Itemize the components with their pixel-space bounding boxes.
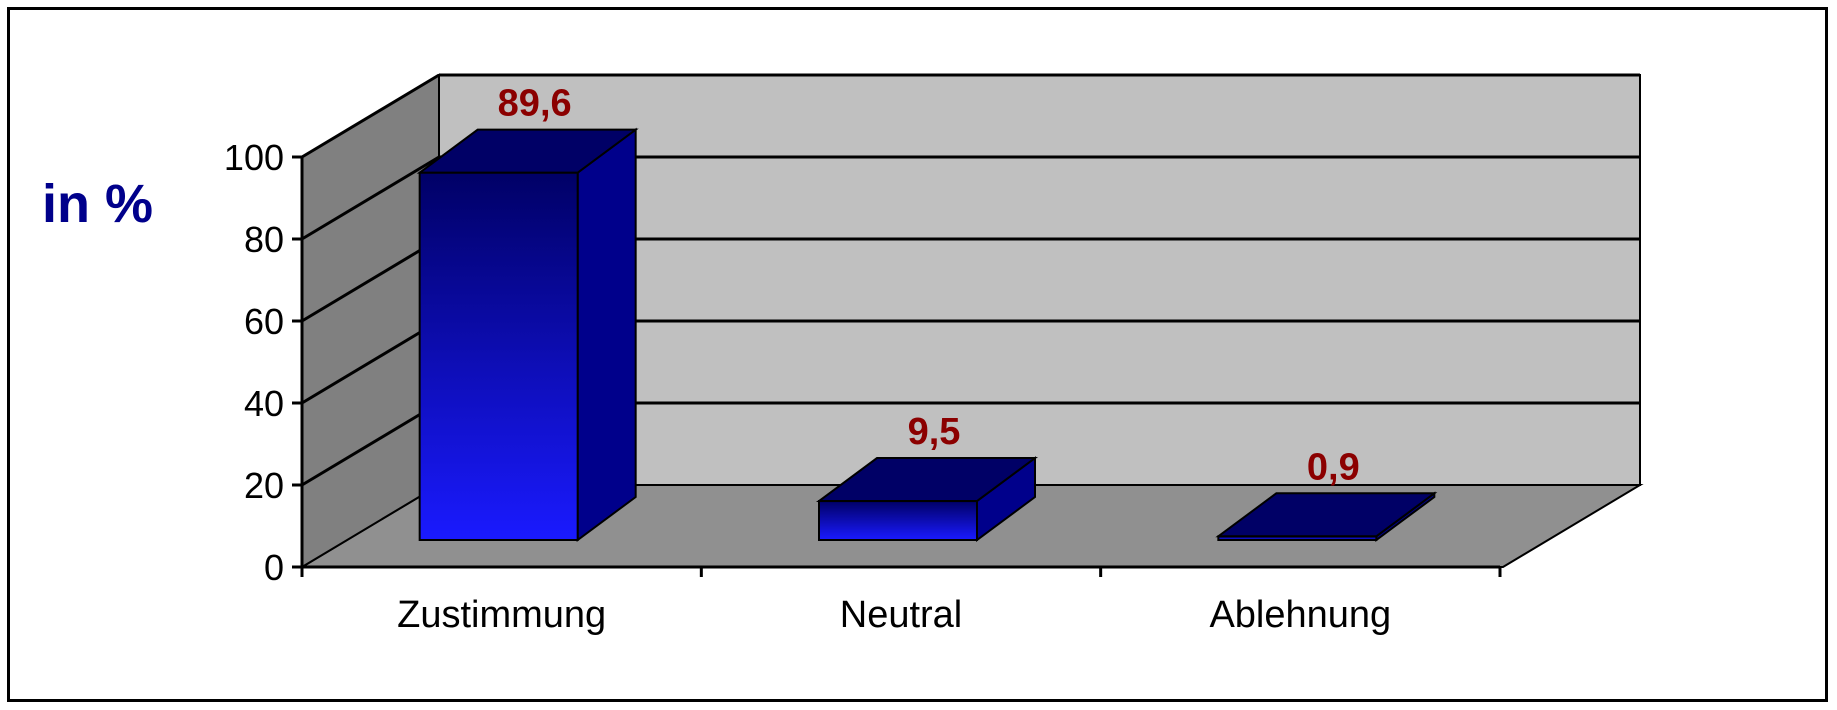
y-tick-label: 100 [224, 137, 284, 178]
labels: 0 20 40 60 80 100 89,6 Zustimmung 9,5 Neutral 0,9 A… [224, 83, 1391, 636]
data-label-ablehnung: 0,9 [1307, 446, 1360, 488]
bar-side [576, 127, 637, 542]
bar-top [416, 128, 639, 174]
gridline-side [301, 73, 440, 159]
bar-front [818, 500, 978, 541]
x-category-label: Neutral [840, 594, 963, 636]
axes [300, 157, 1502, 577]
gridline-side [301, 237, 440, 323]
y-tick-label: 60 [244, 301, 284, 342]
x-category-label: Zustimmung [397, 594, 606, 636]
y-tick-label: 20 [244, 465, 284, 506]
bar-ablehnung [1215, 491, 1438, 542]
y-tick-label: 80 [244, 219, 284, 260]
bar-top [1215, 492, 1438, 538]
side-wall [301, 73, 440, 569]
bar-zustimmung [416, 127, 639, 542]
gridline-side [301, 155, 440, 241]
back-wall [438, 74, 1641, 486]
data-label-zustimmung: 89,6 [498, 83, 572, 125]
y-tick-label: 40 [244, 383, 284, 424]
y-tick-label: 0 [264, 547, 284, 588]
x-category-label: Ablehnung [1209, 594, 1391, 636]
bar-front [418, 171, 579, 541]
gridline-side [301, 401, 440, 487]
gridline-side [301, 319, 440, 405]
bars [416, 127, 1438, 542]
data-label-neutral: 9,5 [908, 411, 961, 453]
bar-top [815, 457, 1039, 503]
bar-neutral [815, 456, 1039, 542]
gridlines [292, 73, 1640, 569]
y-axis-label: in % [42, 174, 153, 234]
